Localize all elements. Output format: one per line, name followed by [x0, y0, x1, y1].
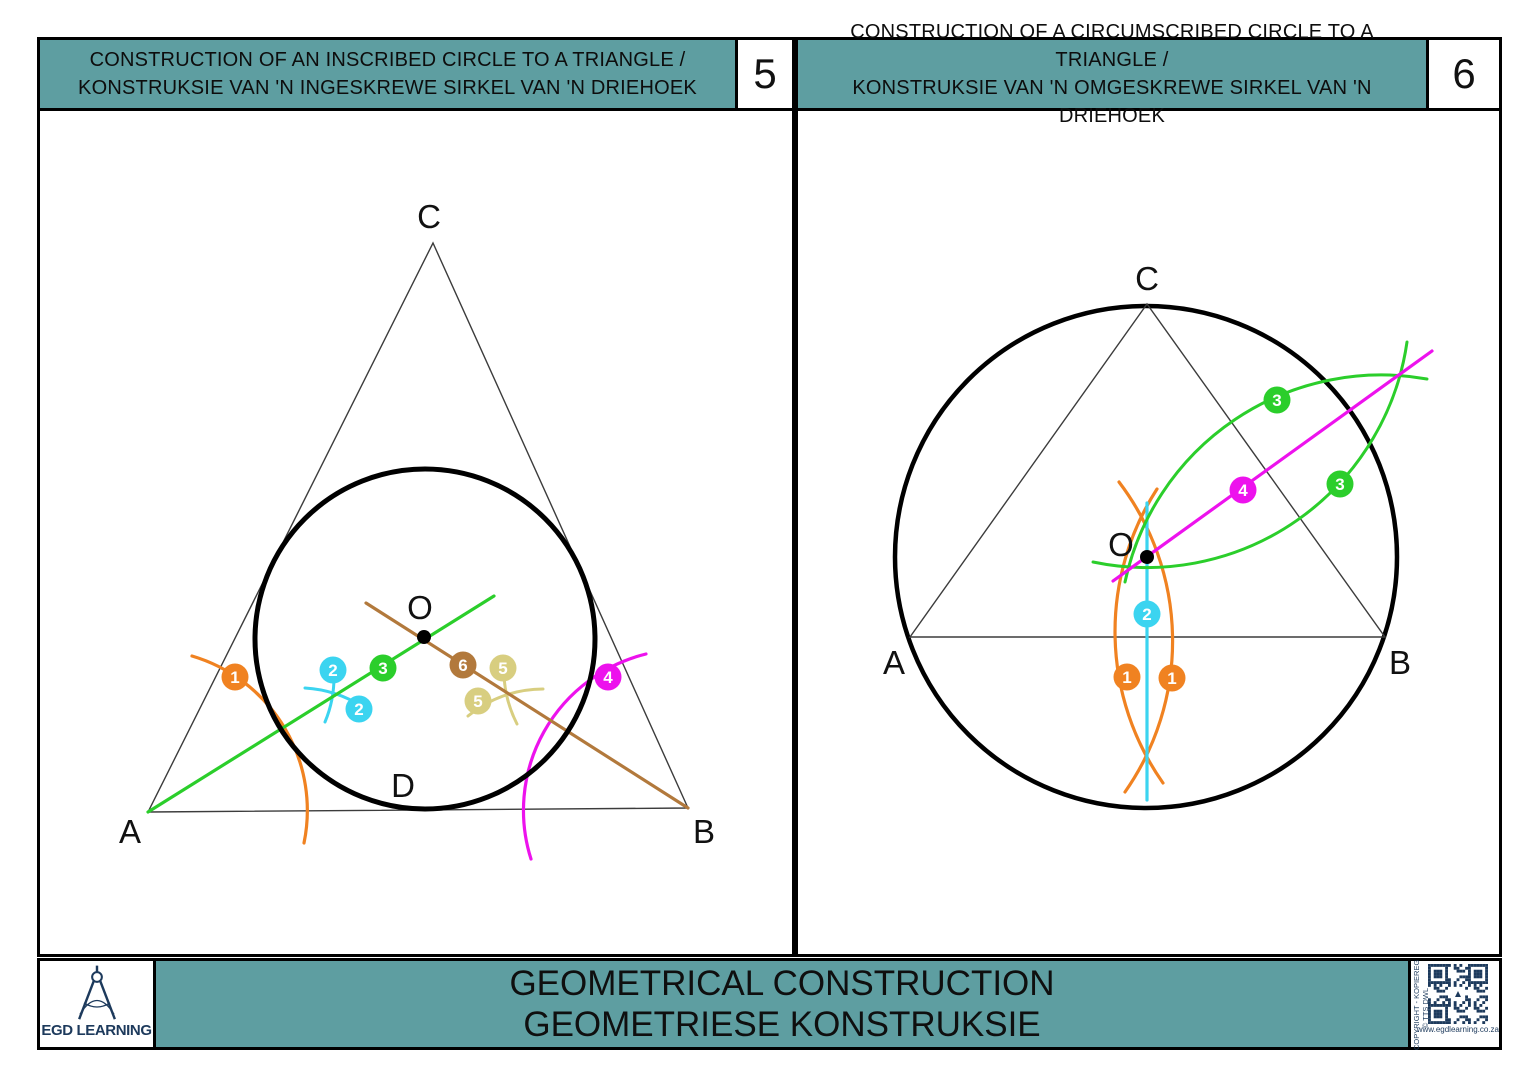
left-title-line1: CONSTRUCTION OF AN INSCRIBED CIRCLE TO A…	[89, 49, 686, 71]
perpendicular-bisector-step4-bc	[1111, 349, 1434, 583]
footer-banner: EGD LEARNING GEOMETRICAL CONSTRUCTION GE…	[37, 958, 1502, 1050]
right-title-line1: CONSTRUCTION OF A CIRCUMSCRIBED CIRCLE T…	[850, 21, 1374, 71]
svg-text:4: 4	[1238, 481, 1248, 500]
svg-text:5: 5	[498, 659, 507, 678]
qr-code	[1427, 964, 1488, 1024]
svg-text:1: 1	[1167, 669, 1176, 688]
footer-title-line2: GEOMETRIESE KONSTRUKSIE	[523, 1005, 1041, 1044]
left-sheet-number: 5	[738, 40, 792, 111]
circumscribed-circle-diagram: A B C O 1 1 2 3 3 4	[883, 260, 1434, 811]
step-badge-4: 4	[594, 663, 622, 691]
vertex-label-b: B	[693, 813, 715, 850]
right-title-line2: KONSTRUKSIE VAN 'N OMGESKREWE SIRKEL VAN…	[852, 77, 1372, 127]
step-badge-1: 1	[1158, 664, 1186, 692]
arc-step3-from-c	[1091, 340, 1409, 570]
svg-text:3: 3	[378, 659, 387, 678]
arc-step5-upper	[502, 674, 519, 726]
circumcenter-point-o	[1140, 550, 1154, 564]
arc-step3-from-b	[1123, 373, 1429, 584]
step-badge-5: 5	[464, 687, 492, 715]
footer-title-line1: GEOMETRICAL CONSTRUCTION	[509, 964, 1055, 1003]
step-badge-2: 2	[345, 695, 373, 723]
step-badge-4: 4	[1229, 476, 1257, 504]
svg-text:3: 3	[1335, 475, 1344, 494]
copyright-cell: COPYRIGHT - KOPIEREG © TTS DWL www.egdle…	[1408, 960, 1499, 1050]
panel-inscribed-circle: CONSTRUCTION OF AN INSCRIBED CIRCLE TO A…	[37, 37, 795, 957]
svg-text:1: 1	[230, 668, 239, 687]
step-badge-2: 2	[319, 656, 347, 684]
step-badge-1: 1	[221, 663, 249, 691]
svg-text:3: 3	[1272, 391, 1281, 410]
bisector-step3-from-a	[146, 594, 496, 814]
left-title-line2: KONSTRUKSIE VAN 'N INGESKREWE SIRKEL VAN…	[78, 77, 697, 99]
logo-cell: EGD LEARNING	[40, 961, 156, 1047]
svg-text:6: 6	[458, 656, 467, 675]
vertex-label-o: O	[1108, 526, 1134, 563]
vertex-label-a: A	[119, 813, 141, 850]
svg-text:4: 4	[603, 668, 613, 687]
step-badge-3: 3	[1326, 470, 1354, 498]
step-badge-5: 5	[489, 654, 517, 682]
qr-column: www.egdlearning.co.za	[1417, 961, 1499, 1047]
vertex-label-a: A	[883, 644, 905, 681]
right-sheet-number: 6	[1429, 40, 1499, 111]
qr-logo-icon	[1451, 988, 1464, 1000]
arc-step4-from-b	[521, 652, 648, 861]
svg-text:2: 2	[354, 700, 363, 719]
vertex-label-b: B	[1389, 644, 1411, 681]
logo-text: EGD LEARNING	[41, 1022, 152, 1039]
svg-text:2: 2	[1142, 605, 1151, 624]
triangle-abc	[146, 241, 690, 813]
website-url: www.egdlearning.co.za	[1416, 1025, 1499, 1034]
left-header: CONSTRUCTION OF AN INSCRIBED CIRCLE TO A…	[40, 40, 792, 111]
vertex-label-c: C	[1135, 260, 1159, 297]
step-badge-1: 1	[1113, 663, 1141, 691]
inscribed-circle	[252, 466, 598, 812]
vertex-label-o: O	[407, 589, 433, 626]
incenter-point-o	[417, 630, 431, 644]
right-title: CONSTRUCTION OF A CIRCUMSCRIBED CIRCLE T…	[798, 21, 1429, 127]
vertex-label-d: D	[391, 767, 415, 804]
copyright-line1: COPYRIGHT - KOPIEREG	[1412, 959, 1421, 1050]
step-badge-6: 6	[449, 651, 477, 679]
step-badge-2: 2	[1133, 600, 1161, 628]
panel-circumscribed-circle: CONSTRUCTION OF A CIRCUMSCRIBED CIRCLE T…	[795, 21, 1502, 957]
compass-logo-icon	[77, 965, 116, 1020]
svg-text:5: 5	[473, 692, 482, 711]
step-badge-3: 3	[1263, 386, 1291, 414]
vertex-label-c: C	[417, 198, 441, 235]
arc-step1-from-b	[1113, 487, 1165, 785]
svg-text:1: 1	[1122, 668, 1131, 687]
left-title: CONSTRUCTION OF AN INSCRIBED CIRCLE TO A…	[40, 40, 738, 111]
step-badge-3: 3	[369, 654, 397, 682]
copyright-strip: COPYRIGHT - KOPIEREG © TTS DWL	[1411, 960, 1430, 1050]
right-header: CONSTRUCTION OF A CIRCUMSCRIBED CIRCLE T…	[798, 21, 1499, 127]
svg-text:2: 2	[328, 661, 337, 680]
footer-title: GEOMETRICAL CONSTRUCTION GEOMETRIESE KON…	[156, 961, 1408, 1047]
